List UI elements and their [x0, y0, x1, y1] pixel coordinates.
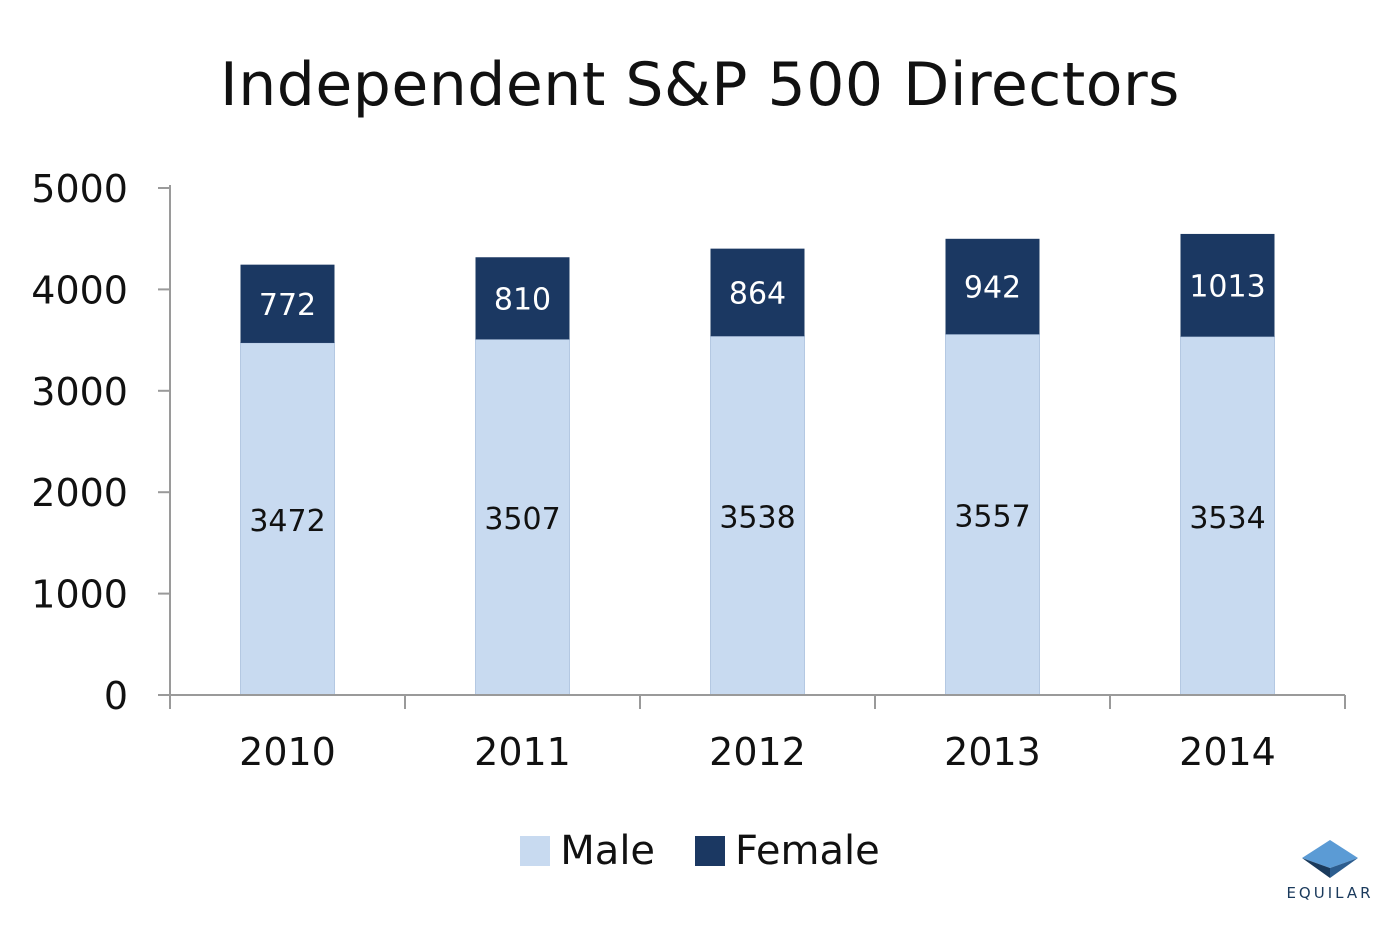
equilar-logo: EQUILAR — [1280, 838, 1380, 908]
bar-male-2010 — [240, 342, 335, 696]
data-label-female-2013: 942 — [964, 271, 1021, 306]
legend-label-male: Male — [560, 828, 656, 874]
y-tick-label-3000: 3000 — [31, 370, 128, 414]
chart-title: Independent S&P 500 Directors — [220, 50, 1180, 120]
data-label-male-2012: 3538 — [719, 501, 795, 536]
data-label-male-2011: 3507 — [484, 502, 560, 537]
legend-swatch-female — [695, 836, 726, 866]
data-label-female-2011: 810 — [494, 282, 551, 317]
y-tick-label-4000: 4000 — [31, 268, 128, 312]
diamond-icon — [1302, 840, 1358, 878]
bar-female-2010 — [240, 264, 335, 343]
bar-female-2014 — [1180, 233, 1275, 337]
x-tick-label-2011: 2011 — [474, 730, 571, 774]
y-tick-label-2000: 2000 — [31, 471, 128, 515]
bar-female-2013 — [945, 238, 1040, 335]
x-tick-label-2014: 2014 — [1179, 730, 1276, 774]
data-label-male-2010: 3472 — [249, 504, 325, 539]
bar-male-2014 — [1180, 336, 1275, 696]
labels-layer: 3472 772 2010 3507 810 2011 3538 864 2012 3557 942… — [31, 167, 1276, 774]
legend: Male Female — [0, 828, 1400, 874]
logo-text: EQUILAR — [1286, 884, 1374, 902]
y-tick-label-1000: 1000 — [31, 573, 128, 617]
data-label-male-2014: 3534 — [1189, 501, 1265, 536]
legend-label-female: Female — [735, 828, 880, 874]
y-tick-label-5000: 5000 — [31, 167, 128, 211]
bar-chart: 3472 772 2010 3507 810 2011 3538 864 2012 3557 942… — [31, 167, 1346, 774]
data-label-male-2013: 3557 — [954, 500, 1030, 535]
data-label-female-2012: 864 — [729, 276, 786, 311]
legend-item-male: Male — [520, 828, 655, 874]
legend-swatch-male — [520, 836, 551, 866]
data-label-female-2014: 1013 — [1189, 269, 1265, 304]
x-tick-label-2013: 2013 — [944, 730, 1041, 774]
bar-female-2011 — [475, 257, 570, 340]
x-tick-label-2012: 2012 — [709, 730, 806, 774]
bar-female-2012 — [710, 248, 805, 337]
bars-layer — [240, 233, 1275, 696]
legend-item-female: Female — [695, 828, 880, 874]
bar-male-2011 — [475, 338, 570, 696]
x-tick-label-2010: 2010 — [239, 730, 336, 774]
y-tick-label-0: 0 — [104, 674, 128, 718]
axis-layer — [158, 185, 1346, 709]
data-label-female-2010: 772 — [259, 288, 316, 323]
